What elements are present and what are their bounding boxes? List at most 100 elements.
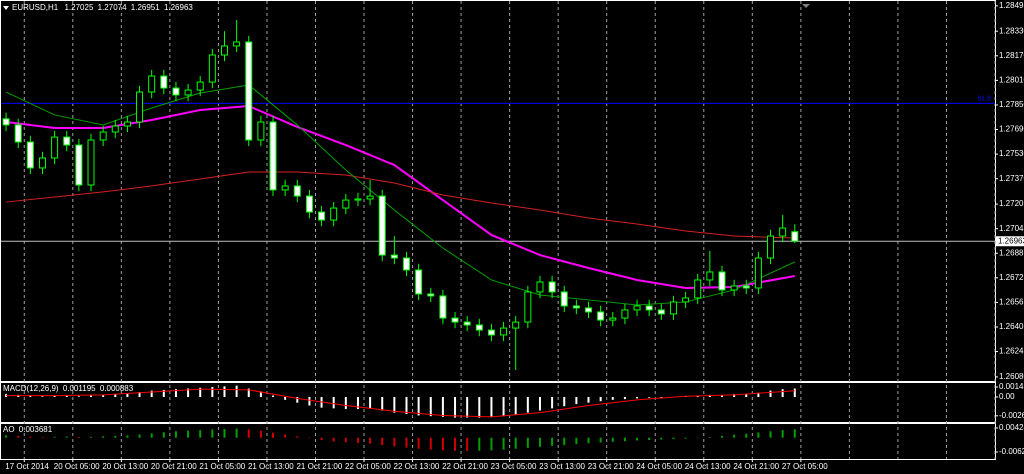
candle-body — [718, 271, 726, 291]
y-tick-label: 1.26885 — [999, 248, 1024, 257]
macd-bar — [369, 396, 372, 409]
x-tick-label: 24 Oct 21:00 — [733, 462, 779, 471]
chart-shift-marker[interactable] — [802, 4, 810, 8]
last-close: 1.26963 — [164, 3, 193, 12]
candle-body — [257, 121, 265, 141]
candle-body — [390, 254, 398, 259]
ao-bar — [296, 436, 299, 438]
ao-bar — [478, 437, 481, 451]
macd-bar — [187, 388, 190, 397]
symbol-menu-arrow[interactable] — [3, 6, 9, 10]
macd-bar — [538, 396, 541, 411]
macd-bar — [284, 396, 287, 400]
macd-bar — [53, 395, 56, 397]
macd-bar — [769, 390, 772, 397]
ao-bar — [708, 437, 711, 438]
ao-bar — [17, 435, 20, 438]
ao-bar — [29, 436, 32, 438]
ao-bar — [696, 437, 699, 439]
candle-body — [597, 311, 605, 321]
candle-body — [208, 54, 216, 83]
y-tick-label: 1.28330 — [999, 26, 1024, 35]
candle-body — [293, 185, 301, 197]
candle-body — [123, 121, 131, 127]
candle-body — [524, 291, 532, 323]
macd-bar — [478, 396, 481, 418]
candle-body — [742, 285, 750, 289]
macd-bar — [162, 389, 165, 397]
macd-bar — [356, 396, 359, 410]
macd-bar — [623, 396, 626, 400]
ao-bar — [684, 437, 687, 439]
ao-bar — [660, 437, 663, 440]
ao-bar — [187, 430, 190, 438]
candle-body — [427, 293, 435, 297]
candle-body — [463, 321, 471, 326]
macd-bar — [381, 396, 384, 411]
macd-bar — [332, 396, 335, 409]
candle-body — [87, 139, 95, 186]
ao-bar — [102, 436, 105, 438]
candle-body — [500, 327, 508, 336]
candle-body — [536, 281, 544, 293]
ma-line — [6, 171, 795, 239]
macd-bar — [405, 396, 408, 415]
candle-body — [305, 195, 313, 213]
ao-bar — [174, 431, 177, 438]
macd-bar — [587, 396, 590, 403]
chart-title: EURUSD,H1 1.27025 1.27074 1.26951 1.2696… — [12, 3, 193, 12]
macd-bar — [454, 396, 457, 418]
x-tick-label: 21 Oct 05:00 — [199, 462, 245, 471]
x-tick-label: 24 Oct 13:00 — [685, 462, 731, 471]
ao-bar — [466, 437, 469, 451]
candle-body — [51, 136, 59, 159]
candle-body — [160, 75, 168, 89]
macd-bar — [466, 396, 469, 418]
candle-body — [136, 91, 144, 123]
x-tick-label: 24 Oct 05:00 — [636, 462, 682, 471]
candle-body — [669, 301, 677, 315]
ao-name: AO — [3, 425, 15, 434]
macd-bar — [308, 396, 311, 406]
ao-bar — [90, 436, 93, 438]
candle-body — [730, 285, 738, 291]
ao-bar — [344, 437, 347, 443]
candle-body — [754, 257, 762, 289]
macd-bar — [126, 393, 129, 397]
candle-body — [99, 131, 107, 141]
x-tick-label: 23 Oct 13:00 — [539, 462, 585, 471]
y-tick-label: 0.00141 — [999, 382, 1024, 391]
candle-body — [633, 305, 641, 311]
ao-bar — [211, 429, 214, 438]
candle-body — [366, 195, 374, 200]
macd-bar — [41, 396, 44, 397]
ao-bar — [490, 437, 493, 451]
macd-bar — [90, 395, 93, 397]
macd-value: 0.001195 — [63, 384, 96, 393]
ao-bar — [441, 437, 444, 451]
ao-bar — [150, 433, 153, 438]
last-low: 1.26951 — [131, 3, 160, 12]
signal-line — [6, 388, 795, 418]
macd-bar — [490, 396, 493, 417]
price-box — [996, 236, 1024, 247]
candle-body — [621, 309, 629, 319]
last-high: 1.27074 — [98, 3, 127, 12]
macd-bar — [247, 388, 250, 397]
ao-bar — [538, 437, 541, 447]
ao-bar — [454, 437, 457, 451]
candle-body — [475, 324, 483, 331]
grid-layer — [23, 1, 996, 459]
macd-bar — [29, 395, 32, 397]
y-tick-label: 1.26565 — [999, 298, 1024, 307]
y-tick-label: 1.26725 — [999, 273, 1024, 282]
candle-body — [402, 257, 410, 271]
y-tick-label: 1.27045 — [999, 224, 1024, 233]
ma-line — [5, 105, 795, 289]
ao-bar — [5, 435, 8, 438]
ao-bar — [126, 435, 129, 438]
x-tick-label: 22 Oct 05:00 — [345, 462, 391, 471]
macd-bar — [781, 389, 784, 397]
